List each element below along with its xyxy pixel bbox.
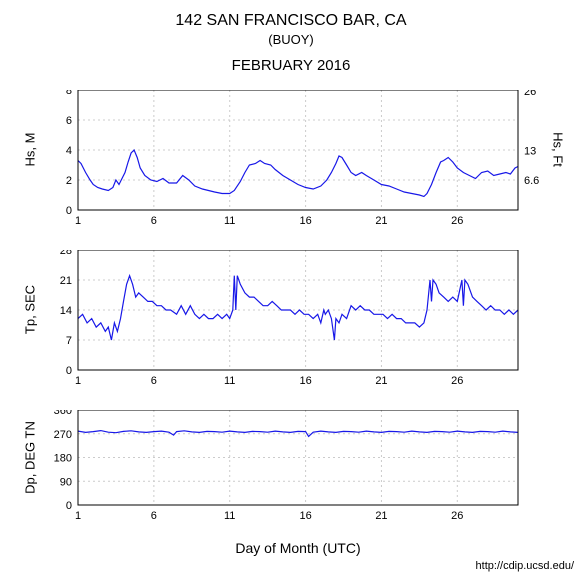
credit-link: http://cdip.ucsd.edu/ [476,560,574,572]
x-tick-label: 1 [75,215,81,227]
y-tick-label-left: 90 [60,476,72,488]
y-tick-label-left: 4 [66,145,72,157]
x-tick-label: 6 [151,375,157,387]
x-tick-label: 11 [224,510,235,522]
y-axis-label-left: Hs, M [23,110,38,190]
y-tick-label-left: 180 [54,453,72,465]
chart-month: FEBRUARY 2016 [0,57,582,74]
x-tick-label: 6 [151,215,157,227]
tp-panel: 161116212607142128 [43,250,553,400]
y-tick-label-right: 6.6 [524,175,539,187]
x-tick-label: 26 [451,510,463,522]
hs-panel: 1611162126024686.61326 [43,90,553,240]
x-tick-label: 16 [299,375,311,387]
y-axis-label-left: Tp, SEC [23,270,38,350]
y-tick-label-left: 2 [66,175,72,187]
y-tick-label-left: 0 [66,205,72,217]
x-tick-label: 6 [151,510,157,522]
y-tick-label-left: 8 [66,90,72,97]
y-axis-label-right: Hs, Ft [551,110,566,190]
x-tick-label: 26 [451,375,463,387]
x-tick-label: 1 [75,510,81,522]
y-tick-label-left: 270 [54,429,72,441]
y-tick-label-left: 6 [66,115,72,127]
x-tick-label: 11 [224,215,235,227]
x-axis-label: Day of Month (UTC) [78,540,518,556]
dp-panel: 1611162126090180270360 [43,410,553,535]
x-tick-label: 16 [299,215,311,227]
x-tick-label: 11 [224,375,235,387]
y-tick-label-left: 0 [66,365,72,377]
data-series [78,150,518,197]
y-tick-label-left: 28 [60,250,72,257]
y-tick-label-right: 26 [524,90,536,98]
x-tick-label: 1 [75,375,81,387]
y-tick-label-left: 360 [54,410,72,417]
x-tick-label: 21 [375,375,387,387]
y-tick-label-left: 0 [66,500,72,512]
x-tick-label: 21 [375,215,387,227]
y-tick-label-left: 14 [60,305,72,317]
x-tick-label: 16 [299,510,311,522]
x-tick-label: 26 [451,215,463,227]
y-tick-label-right: 13 [524,146,536,158]
x-tick-label: 21 [375,510,387,522]
data-series [78,276,518,340]
y-tick-label-left: 21 [60,275,72,287]
y-axis-label-left: Dp, DEG TN [23,417,38,497]
chart-title: 142 SAN FRANCISCO BAR, CA [0,0,582,30]
y-tick-label-left: 7 [66,335,72,347]
chart-subtitle: (BUOY) [0,32,582,47]
